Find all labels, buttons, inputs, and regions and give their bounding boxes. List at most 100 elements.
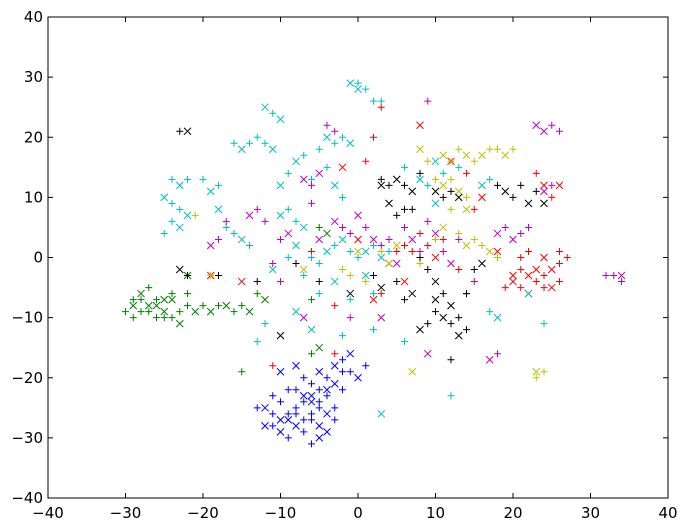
data-point (276, 428, 285, 436)
data-point (392, 175, 401, 184)
x-tick-label: 0 (353, 504, 363, 522)
data-point (261, 295, 269, 304)
data-point (525, 223, 532, 231)
data-point (439, 181, 448, 190)
data-point (447, 175, 455, 183)
data-point (431, 295, 440, 304)
data-point (315, 398, 323, 406)
data-point (346, 272, 354, 280)
data-point (269, 392, 277, 400)
data-point (299, 313, 308, 322)
data-point (463, 193, 470, 201)
data-point (292, 241, 300, 250)
data-point (323, 385, 331, 394)
data-point (532, 265, 541, 274)
data-point (532, 169, 540, 177)
data-point (462, 241, 471, 250)
data-point (284, 415, 293, 424)
data-point (455, 266, 463, 274)
data-point (315, 169, 324, 178)
data-point (509, 145, 517, 153)
data-point (315, 404, 323, 412)
data-point (423, 349, 432, 358)
data-point (230, 308, 238, 316)
data-point (292, 404, 300, 412)
data-point (238, 302, 246, 310)
data-point (300, 416, 308, 424)
data-point (416, 229, 424, 237)
data-point (400, 277, 409, 286)
data-point (346, 349, 355, 358)
data-point (315, 290, 323, 298)
data-point (184, 175, 191, 183)
data-point (416, 260, 424, 268)
data-point (478, 151, 486, 160)
data-point (361, 271, 370, 280)
data-point (323, 247, 331, 256)
x-tick-label: 40 (658, 504, 677, 522)
data-point (184, 290, 191, 298)
data-point (315, 386, 323, 394)
data-point (237, 235, 246, 244)
data-point (206, 307, 215, 316)
data-point (493, 313, 502, 322)
data-point (331, 302, 339, 310)
data-point (447, 205, 455, 213)
data-point (276, 331, 285, 340)
data-point (215, 235, 222, 243)
data-point (261, 403, 269, 412)
data-point (439, 313, 448, 322)
data-point (175, 181, 184, 190)
data-point (160, 193, 169, 202)
data-points (122, 79, 626, 448)
x-tick-label: 10 (426, 504, 445, 522)
data-point (547, 265, 556, 274)
data-point (548, 121, 556, 129)
data-point (261, 217, 269, 225)
data-point (447, 320, 455, 328)
data-point (547, 283, 556, 292)
data-point (377, 247, 385, 255)
data-point (540, 187, 548, 196)
data-point (308, 410, 315, 418)
data-point (246, 241, 253, 249)
data-point (416, 247, 424, 255)
data-point (323, 409, 331, 418)
data-point (137, 289, 145, 298)
data-point (300, 428, 308, 436)
data-point (431, 277, 440, 286)
data-point (509, 271, 517, 280)
data-point (424, 266, 432, 274)
x-tick-label: −20 (187, 504, 219, 522)
data-point (323, 229, 331, 238)
data-point (447, 259, 455, 268)
data-point (245, 211, 254, 220)
data-point (393, 247, 401, 255)
data-point (215, 302, 222, 310)
data-point (323, 428, 331, 436)
data-point (323, 392, 331, 400)
data-point (323, 163, 331, 171)
data-point (447, 301, 455, 310)
data-point (377, 175, 385, 183)
y-tick-label: 30 (24, 68, 43, 86)
data-point (354, 211, 362, 220)
data-point (168, 295, 176, 304)
data-point (369, 235, 378, 244)
data-point (370, 290, 377, 298)
data-point (392, 241, 401, 250)
data-point (269, 362, 277, 370)
data-point (129, 314, 137, 322)
data-point (199, 302, 207, 310)
data-point (385, 235, 393, 243)
data-point (540, 284, 548, 292)
data-point (307, 391, 316, 400)
data-point (268, 145, 277, 154)
data-point (432, 175, 439, 183)
data-point (175, 265, 184, 274)
data-point (307, 325, 316, 334)
data-point (563, 254, 571, 261)
data-point (524, 271, 533, 280)
data-point (556, 260, 563, 268)
data-point (540, 368, 548, 376)
